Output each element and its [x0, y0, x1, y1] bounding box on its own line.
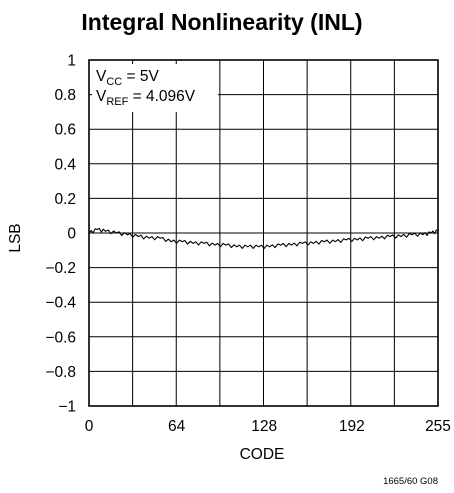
y-tick-label: −1: [58, 399, 76, 416]
x-axis-label: CODE: [240, 446, 285, 463]
y-tick-label: 0.2: [54, 191, 76, 208]
x-tick-label: 0: [85, 418, 94, 435]
y-axis-ticks: 1 0.8 0.6 0.4 0.2 0 −0.2 −0.4 −0.6 −0.8 −1: [45, 53, 76, 416]
annotation-vcc: VCC = 5V: [96, 68, 160, 88]
series-group: [88, 227, 439, 249]
y-tick-label: −0.8: [45, 364, 76, 381]
x-tick-label: 255: [425, 418, 451, 435]
y-tick-label: 0.8: [54, 87, 76, 104]
y-tick-label: −0.4: [45, 295, 76, 312]
y-tick-label: 0.4: [54, 156, 76, 173]
x-tick-label: 192: [339, 418, 365, 435]
y-tick-label: 0: [67, 226, 76, 243]
y-tick-label: 1: [67, 53, 76, 70]
x-tick-label: 128: [251, 418, 277, 435]
y-axis-label: LSB: [7, 223, 24, 252]
chart-title: Integral Nonlinearity (INL): [81, 9, 362, 35]
series-line-0: [88, 227, 439, 249]
y-tick-label: −0.6: [45, 329, 76, 346]
x-axis-ticks: 0 64 128 192 255: [85, 418, 451, 435]
annotation-box: [92, 64, 218, 112]
x-tick-label: 64: [168, 418, 186, 435]
annotation-vref: VREF = 4.096V: [96, 88, 196, 108]
figure-id: 1665/60 G08: [383, 476, 438, 487]
y-tick-label: −0.2: [45, 260, 76, 277]
y-tick-label: 0.6: [54, 122, 76, 139]
